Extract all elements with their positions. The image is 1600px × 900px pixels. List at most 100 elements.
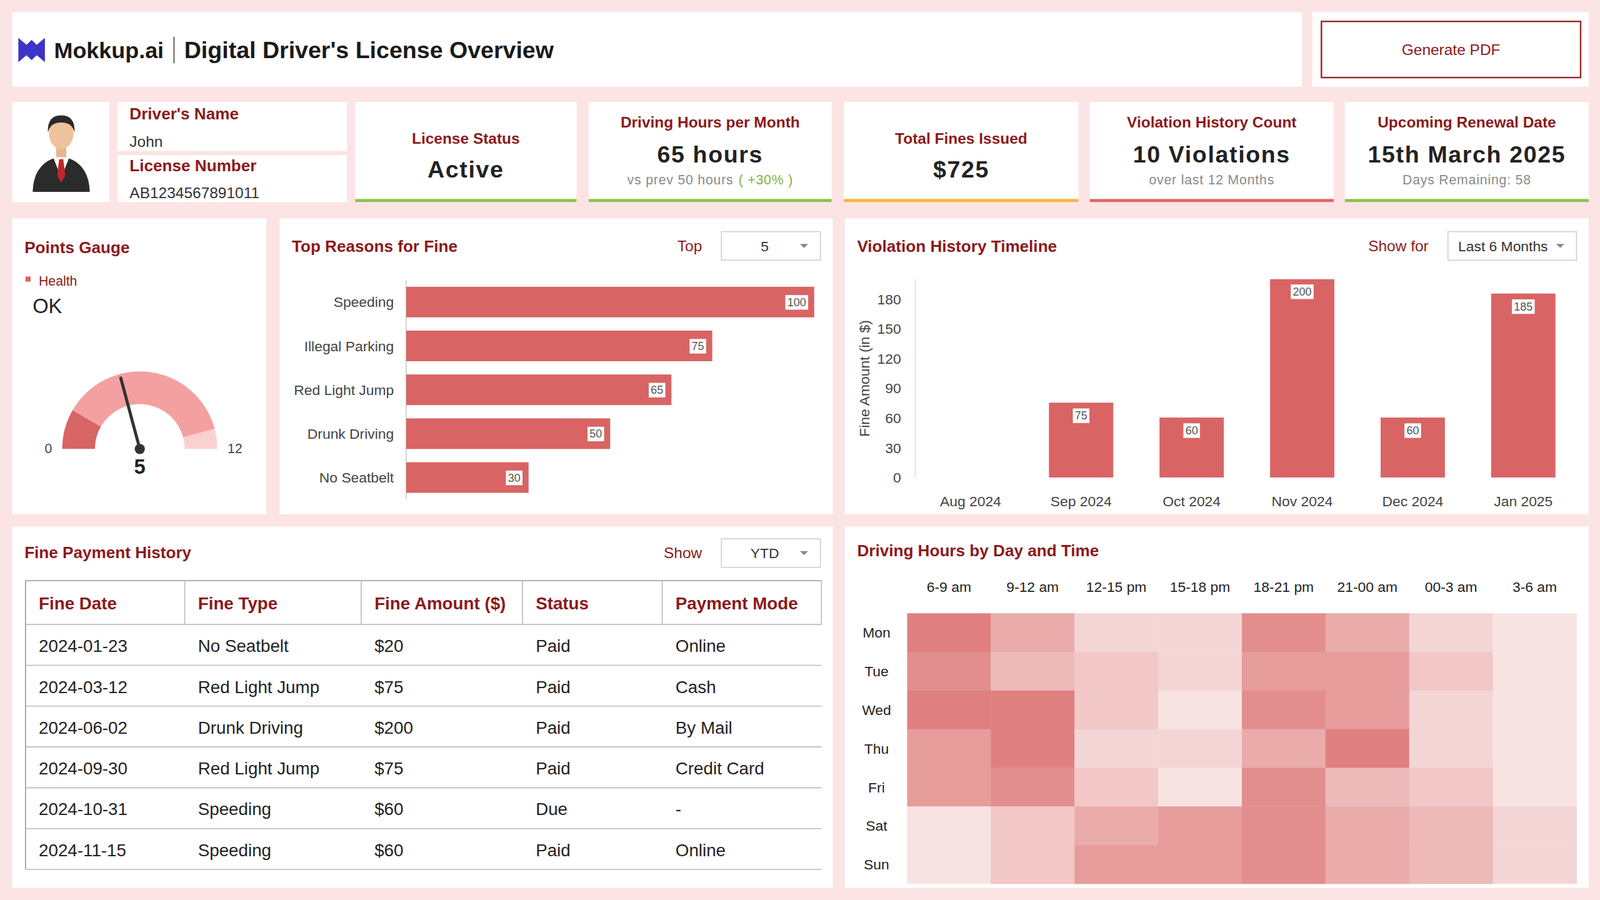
kpi-note-text: Days Remaining: 58 <box>1402 173 1532 189</box>
heat-cell <box>1158 767 1242 807</box>
category-label: Drunk Driving <box>307 425 394 442</box>
column-label: 18-21 pm <box>1253 578 1315 595</box>
heat-cell <box>1241 690 1326 730</box>
avatar-suit <box>32 156 90 192</box>
filter-label: Top <box>677 237 702 255</box>
heat-cell <box>906 651 991 691</box>
row-divider <box>25 705 822 707</box>
name-panel <box>117 101 347 151</box>
dropdown-value: YTD <box>750 545 780 562</box>
table-cell: $20 <box>374 636 404 656</box>
heat-cell <box>990 845 1075 884</box>
heat-cell <box>1074 806 1159 845</box>
column-divider <box>184 580 186 625</box>
axis-line <box>915 279 917 478</box>
dropdown[interactable] <box>721 231 820 261</box>
column-label: 21-00 am <box>1336 578 1398 595</box>
table-cell: $60 <box>374 840 404 860</box>
kpi-value: $725 <box>933 156 990 183</box>
row-divider <box>25 787 822 789</box>
dropdown-value: 5 <box>760 238 769 255</box>
kpi-note: vs prev 50 hours( +30% ) <box>627 173 794 189</box>
brand: Mokkup.ai <box>54 37 165 64</box>
table-cell: 2024-01-23 <box>38 636 128 656</box>
row-label: Tue <box>864 663 889 680</box>
chart-title: Violation History Timeline <box>856 236 1057 256</box>
column-header: Status <box>535 593 589 614</box>
table-cell: 2024-06-02 <box>38 718 128 738</box>
kpi-title: Driving Hours per Month <box>620 113 800 131</box>
avatar-hair <box>48 115 75 133</box>
row-label: Mon <box>862 624 890 641</box>
data-label-bg <box>648 383 666 398</box>
heat-cell <box>1493 806 1577 845</box>
column-divider <box>360 580 362 625</box>
table-cell: Paid <box>535 636 571 656</box>
data-label: 60 <box>1406 424 1419 437</box>
table-cell: Drunk Driving <box>198 718 304 738</box>
heat-cell <box>990 651 1075 691</box>
heat-cell <box>1241 729 1326 769</box>
heat-cell <box>1493 845 1577 884</box>
heat-cell <box>1241 767 1326 807</box>
data-label: 50 <box>589 427 602 440</box>
table-cell: Speeding <box>198 840 272 860</box>
heatmap-panel <box>845 526 1589 888</box>
table-cell: Cash <box>675 677 717 697</box>
kpi-accent <box>1345 198 1589 202</box>
kpi-title: Upcoming Renewal Date <box>1377 113 1557 131</box>
heat-cell <box>1409 690 1494 730</box>
table-cell: 2024-09-30 <box>38 758 128 779</box>
table-title: Fine Payment History <box>24 543 192 562</box>
filter-label: Show for <box>1368 237 1429 255</box>
table-cell: Credit Card <box>675 758 765 779</box>
license-panel <box>117 155 347 202</box>
tick-label: 0 <box>893 469 902 486</box>
heat-cell <box>990 806 1075 845</box>
heat-cell <box>1241 845 1326 884</box>
table-cell: 2024-11-15 <box>38 840 127 860</box>
category-label: Sep 2024 <box>1050 493 1112 510</box>
bar <box>938 476 1002 478</box>
heat-cell <box>1241 613 1326 652</box>
kpi-value: Active <box>427 156 505 183</box>
kpi-accent <box>355 198 577 202</box>
heat-cell <box>906 845 991 884</box>
chart-title: Driving Hours by Day and Time <box>856 541 1099 560</box>
column-label: 3-6 am <box>1512 578 1557 595</box>
data-label: 75 <box>1075 409 1088 422</box>
category-label: Jan 2025 <box>1493 493 1553 510</box>
kpi-panel <box>843 101 1079 202</box>
heat-cell <box>1158 613 1242 652</box>
dropdown[interactable] <box>721 538 820 568</box>
heat-cell <box>906 690 991 730</box>
bar <box>406 330 713 362</box>
heat-cell <box>1074 845 1159 884</box>
category-label: Speeding <box>333 293 395 310</box>
data-label-bg <box>1404 423 1422 438</box>
row-divider <box>25 623 822 625</box>
column-label: 15-18 pm <box>1170 578 1231 595</box>
data-label: 60 <box>1185 424 1199 437</box>
heat-cell <box>1409 729 1494 769</box>
kpi-title: License Status <box>411 130 520 147</box>
heat-cell <box>1493 651 1577 691</box>
axis-title: Fine Amount (in $) <box>856 320 873 437</box>
chart-title: Top Reasons for Fine <box>291 236 458 256</box>
heat-cell <box>1074 651 1159 691</box>
heat-cell <box>1158 806 1242 845</box>
bar <box>406 418 611 449</box>
table-cell: No Seatbelt <box>198 636 289 656</box>
tick-label: 90 <box>885 380 901 397</box>
generate-pdf-button[interactable] <box>1321 21 1581 78</box>
heat-cell <box>1325 729 1410 769</box>
caret <box>800 551 809 556</box>
dropdown[interactable] <box>1448 231 1577 261</box>
bar <box>406 462 529 494</box>
kpi-accent <box>1090 198 1334 202</box>
gauge-band <box>72 371 215 437</box>
row-label: Thu <box>864 740 889 757</box>
tick-label: 60 <box>885 410 901 427</box>
table-border <box>25 580 27 870</box>
header-panel <box>12 12 1303 87</box>
